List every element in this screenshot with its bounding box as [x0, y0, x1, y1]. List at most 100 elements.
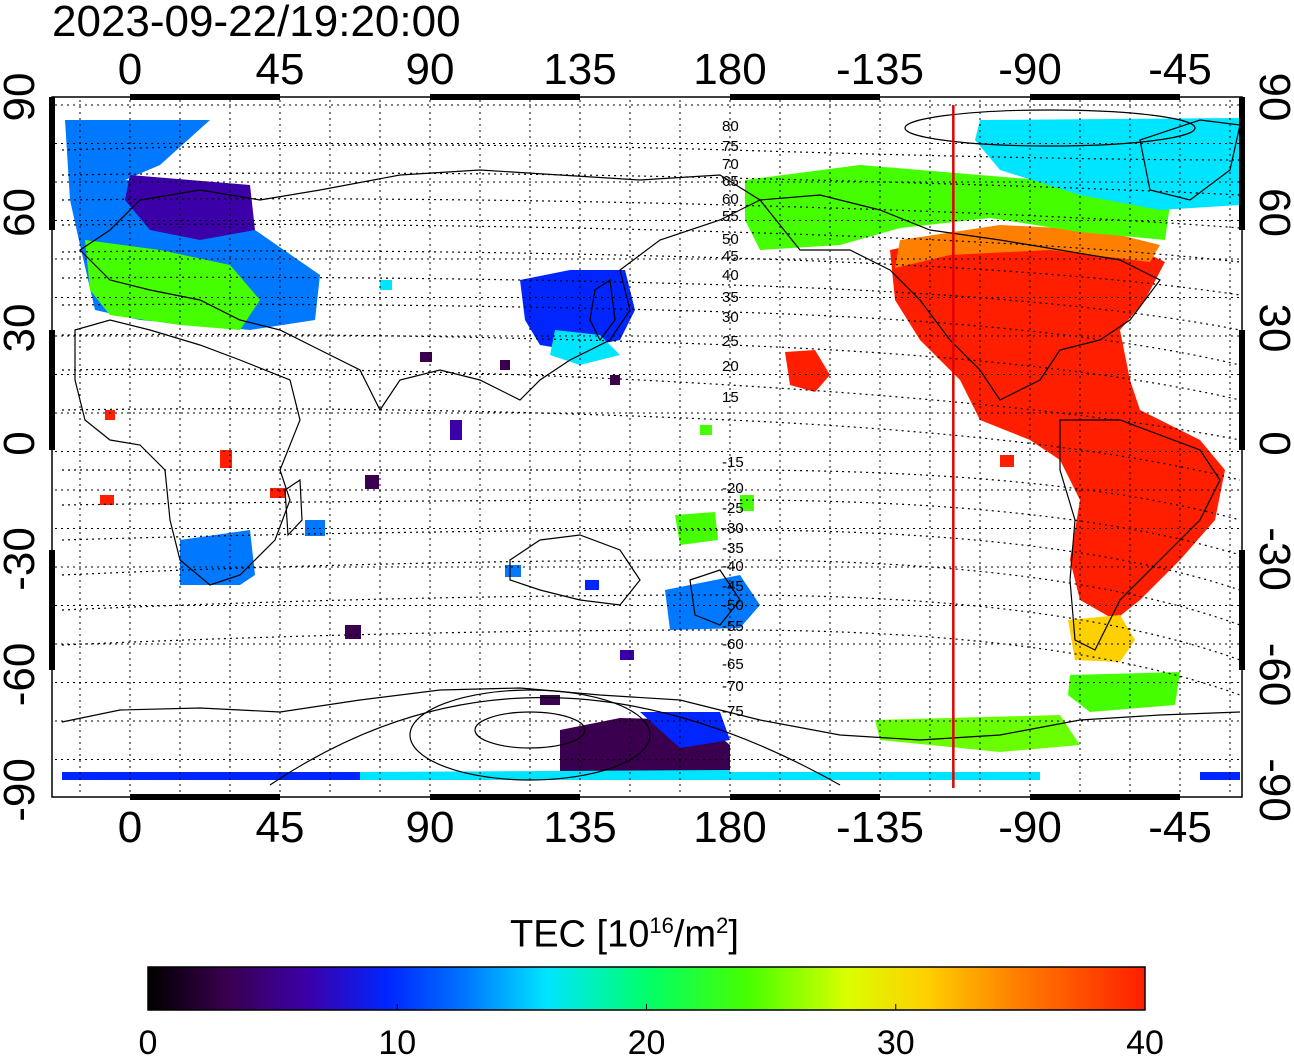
- top-lon-tick: 90: [406, 45, 455, 94]
- modip-label: 60: [722, 191, 739, 208]
- modip-label: -15: [722, 454, 744, 471]
- colorbar: [147, 966, 1146, 1011]
- left-lat-tick: -60: [0, 643, 44, 707]
- top-lon-tick: 180: [693, 45, 766, 94]
- modip-label: 30: [722, 309, 739, 326]
- modip-label: -55: [722, 618, 744, 635]
- coast-south-america: [1059, 419, 1221, 651]
- colorbar-tick-label: 30: [877, 1024, 915, 1057]
- coast-madagascar: [284, 478, 303, 537]
- left-lat-tick: 60: [0, 188, 44, 237]
- left-lat-tick: -30: [0, 527, 44, 591]
- north-pole-contour: [904, 109, 1196, 147]
- modip-label: -65: [722, 656, 744, 673]
- modip-label: 70: [722, 156, 739, 173]
- left-lat-tick: 90: [0, 73, 44, 122]
- tec-pixel: [380, 280, 392, 290]
- modip-label: -75: [722, 703, 744, 720]
- modip-label: -20: [722, 480, 744, 497]
- coast-nz: [689, 569, 741, 626]
- tec-pixel: [500, 360, 510, 370]
- coastlines: [61, 119, 1241, 741]
- tec-region-antarctic-americas: [875, 715, 1080, 752]
- modip-label: 65: [722, 173, 739, 190]
- tec-pixel: [585, 580, 599, 590]
- timestamp: 2023-09-22/19:20:00: [52, 0, 461, 46]
- tec-pixel: [610, 375, 620, 385]
- colorbar-tick-label: 20: [628, 1024, 666, 1057]
- coast-antarctica: [61, 687, 1241, 741]
- modip-label: -35: [722, 540, 744, 557]
- left-lat-tick: 0: [0, 431, 44, 455]
- right-lat-tick: 0: [1250, 431, 1294, 455]
- tec-pixel: [270, 488, 286, 498]
- tec-region-east-asia: [520, 270, 635, 350]
- bottom-lon-tick: 90: [406, 803, 455, 852]
- tec-pixel: [450, 420, 462, 440]
- modip-label: 80: [722, 118, 739, 135]
- tec-pixel: [100, 495, 114, 505]
- grid-lines: [55, 100, 1240, 795]
- modip-label: 35: [722, 289, 739, 306]
- tec-pixel: [105, 410, 115, 420]
- coast-greenland: [1139, 119, 1241, 201]
- modip-label: -40: [722, 558, 744, 575]
- top-lon-tick: 0: [118, 45, 142, 94]
- bottom-lon-tick: 45: [256, 803, 305, 852]
- bottom-lon-tick: 180: [693, 803, 766, 852]
- tec-region-americas: [890, 235, 1225, 620]
- tec-pixel: [700, 425, 712, 435]
- tec-region-arctic: [975, 118, 1240, 210]
- right-lat-tick: 90: [1250, 73, 1294, 122]
- tec-region-antarctic-strip4: [1200, 772, 1240, 780]
- tec-region-south-atlantic: [1068, 672, 1180, 712]
- tec-region-patagonia: [1068, 615, 1135, 662]
- top-lon-tick: -135: [836, 45, 924, 94]
- bottom-lon-tick: -135: [836, 803, 924, 852]
- coast-africa: [74, 319, 301, 586]
- modip-label: 55: [722, 208, 739, 225]
- top-longitude-ticks: 0 45 90 135 180 -135 -90 -45: [118, 45, 1212, 94]
- tec-region-nz-south: [675, 512, 718, 545]
- south-pole-contour-outer: [269, 696, 841, 786]
- modip-label: 20: [722, 358, 739, 375]
- colorbar-tick-label: 10: [378, 1024, 416, 1057]
- tec-pixel: [540, 695, 560, 705]
- modip-label: 25: [722, 333, 739, 350]
- tec-region-japan: [550, 330, 620, 365]
- modip-label: -30: [722, 520, 744, 537]
- modip-label: -45: [722, 578, 744, 595]
- tec-data-layer: [62, 118, 1240, 780]
- colorbar-tick-label: 40: [1126, 1024, 1164, 1057]
- tec-pixel: [220, 450, 232, 468]
- modip-label: 45: [722, 248, 739, 265]
- modip-label: 75: [722, 138, 739, 155]
- right-lat-tick: -30: [1250, 527, 1294, 591]
- top-lon-tick: 45: [256, 45, 305, 94]
- bottom-lon-tick: 0: [118, 803, 142, 852]
- modip-lines: [61, 144, 1241, 696]
- top-lon-tick: -45: [1148, 45, 1212, 94]
- tec-pixel: [505, 565, 521, 577]
- modip-label: 50: [722, 231, 739, 248]
- frame-ticks: [49, 94, 1245, 800]
- tec-pixel: [620, 650, 634, 660]
- tec-pixel: [420, 352, 432, 362]
- tec-region-antarctic-strip3: [730, 772, 1040, 780]
- top-lon-tick: -90: [998, 45, 1062, 94]
- right-lat-tick: -60: [1250, 643, 1294, 707]
- tec-pixel: [345, 625, 361, 639]
- tec-pixel: [365, 475, 379, 489]
- top-lon-tick: 135: [543, 45, 616, 94]
- tec-region-north-america-edge: [895, 225, 1160, 268]
- modip-label: 15: [722, 389, 739, 406]
- left-latitude-ticks: 90 60 30 0 -30 -60 -90: [0, 73, 44, 822]
- tec-region-scandinavia: [125, 175, 255, 240]
- bottom-lon-tick: 135: [543, 803, 616, 852]
- bottom-longitude-ticks: 0 45 90 135 180 -135 -90 -45: [118, 803, 1212, 852]
- modip-label: -60: [722, 636, 744, 653]
- coast-japan: [589, 278, 616, 342]
- tec-region-south-africa: [180, 530, 255, 585]
